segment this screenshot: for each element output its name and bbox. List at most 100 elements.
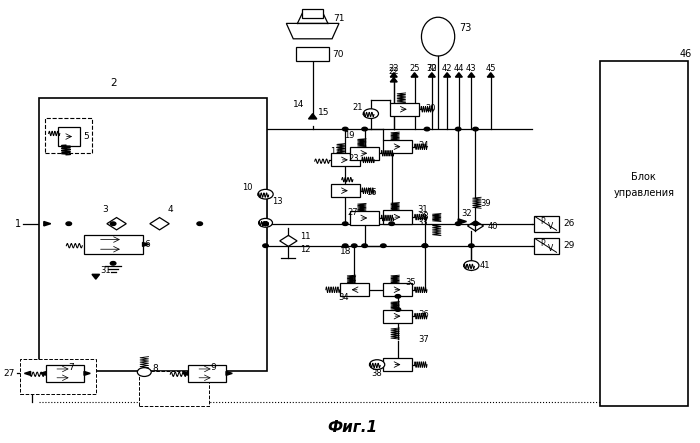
- Text: 2: 2: [110, 78, 116, 88]
- Text: 37: 37: [419, 334, 429, 343]
- Text: 27: 27: [347, 208, 358, 217]
- Text: 38: 38: [372, 369, 382, 378]
- Circle shape: [468, 244, 474, 248]
- Text: 70: 70: [332, 50, 344, 59]
- Bar: [302, 9, 323, 18]
- Bar: [384, 283, 412, 296]
- Bar: [139, 371, 209, 406]
- Circle shape: [456, 127, 461, 131]
- Text: 18: 18: [340, 247, 351, 256]
- Text: 10: 10: [243, 183, 253, 192]
- Bar: [390, 103, 419, 116]
- Text: 28: 28: [419, 212, 429, 221]
- Text: 31: 31: [101, 266, 111, 275]
- Text: 22: 22: [389, 67, 399, 76]
- Circle shape: [258, 189, 273, 199]
- Text: 42: 42: [442, 64, 452, 73]
- Circle shape: [351, 244, 357, 248]
- Polygon shape: [226, 371, 232, 375]
- Text: 71: 71: [333, 15, 345, 23]
- Bar: [350, 211, 379, 225]
- Text: 34: 34: [338, 293, 349, 302]
- Circle shape: [262, 244, 268, 248]
- Text: V: V: [548, 244, 554, 253]
- Bar: [188, 365, 225, 382]
- Text: 29: 29: [564, 241, 575, 250]
- Text: 30: 30: [426, 64, 438, 73]
- Polygon shape: [92, 274, 99, 279]
- Bar: [533, 238, 559, 254]
- Text: 31: 31: [418, 205, 428, 214]
- Circle shape: [66, 222, 71, 225]
- Bar: [384, 140, 412, 153]
- Text: 14: 14: [293, 101, 304, 109]
- Bar: [384, 358, 412, 371]
- Text: 26: 26: [564, 219, 575, 228]
- Bar: [46, 365, 84, 382]
- Polygon shape: [428, 73, 435, 77]
- Bar: [340, 283, 369, 296]
- Circle shape: [262, 222, 268, 225]
- Polygon shape: [391, 73, 397, 77]
- Polygon shape: [44, 222, 50, 226]
- Circle shape: [363, 109, 379, 118]
- Bar: [533, 216, 559, 232]
- Text: 11: 11: [300, 233, 311, 241]
- Text: 25: 25: [410, 64, 420, 73]
- Bar: [46, 118, 92, 153]
- Polygon shape: [41, 372, 46, 375]
- Bar: [39, 98, 267, 371]
- Text: 41: 41: [480, 261, 490, 271]
- Text: Фиг.1: Фиг.1: [327, 420, 377, 435]
- Circle shape: [422, 244, 428, 248]
- Text: 33: 33: [418, 218, 428, 227]
- Polygon shape: [25, 371, 31, 375]
- Text: 17: 17: [330, 147, 341, 155]
- Circle shape: [473, 127, 478, 131]
- Text: 15: 15: [318, 108, 330, 117]
- Text: 32: 32: [461, 209, 472, 218]
- Text: V: V: [548, 222, 554, 231]
- Text: 20: 20: [425, 104, 435, 113]
- Text: 21: 21: [352, 103, 363, 113]
- Circle shape: [473, 222, 478, 225]
- Text: Блок: Блок: [631, 172, 656, 183]
- Text: 9: 9: [211, 363, 216, 372]
- Text: 46: 46: [679, 49, 692, 59]
- Text: 4: 4: [167, 205, 173, 214]
- Text: 3: 3: [102, 205, 108, 214]
- Bar: [57, 127, 80, 146]
- Polygon shape: [487, 73, 494, 77]
- Text: 45: 45: [486, 64, 496, 73]
- Text: 27: 27: [4, 369, 15, 378]
- Text: 8: 8: [153, 365, 158, 373]
- Polygon shape: [444, 73, 451, 77]
- Circle shape: [342, 222, 348, 225]
- Polygon shape: [143, 242, 149, 246]
- Text: управления: управления: [613, 188, 674, 198]
- Circle shape: [197, 222, 202, 225]
- Polygon shape: [391, 78, 397, 82]
- Text: 7: 7: [69, 363, 74, 372]
- Circle shape: [422, 244, 428, 248]
- Circle shape: [262, 222, 268, 225]
- Circle shape: [389, 222, 394, 225]
- Circle shape: [463, 260, 479, 270]
- Text: P: P: [540, 217, 545, 225]
- Polygon shape: [309, 114, 317, 119]
- Circle shape: [395, 295, 400, 298]
- Text: 19: 19: [344, 131, 354, 140]
- Bar: [599, 61, 688, 406]
- Polygon shape: [456, 73, 462, 77]
- Text: 43: 43: [466, 64, 477, 73]
- Circle shape: [342, 127, 348, 131]
- Text: P: P: [540, 239, 545, 248]
- Text: 6: 6: [144, 241, 150, 249]
- Polygon shape: [458, 219, 466, 224]
- Circle shape: [258, 218, 272, 227]
- Bar: [330, 184, 360, 197]
- Bar: [20, 359, 97, 394]
- Circle shape: [137, 368, 151, 377]
- Text: 72: 72: [426, 64, 437, 73]
- Circle shape: [370, 360, 385, 369]
